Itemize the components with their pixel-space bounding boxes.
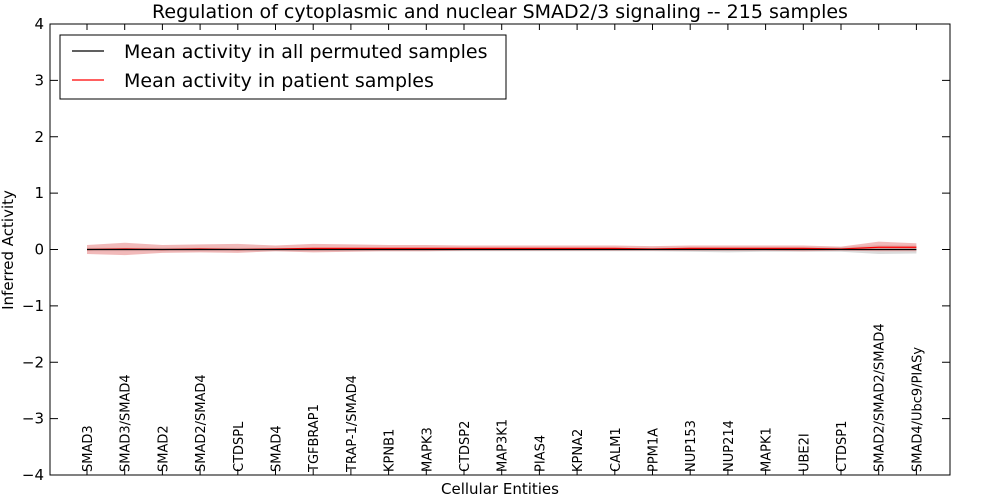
x-category-label: CTDSPL bbox=[232, 421, 247, 472]
legend-label-patient: Mean activity in patient samples bbox=[124, 70, 434, 92]
x-category-label: MAPK1 bbox=[760, 427, 775, 472]
x-category-label: SMAD2 bbox=[156, 425, 171, 472]
x-category-label: PIAS4 bbox=[533, 435, 548, 472]
series-lines bbox=[86, 246, 917, 251]
x-category-label: MAP3K1 bbox=[496, 419, 511, 472]
x-category-label: SMAD4/Ubc9/PIASy bbox=[910, 347, 925, 472]
x-category-label: SMAD2/SMAD2/SMAD4 bbox=[873, 323, 888, 472]
y-tick-label: −2 bbox=[22, 353, 44, 371]
chart-title: Regulation of cytoplasmic and nuclear SM… bbox=[152, 1, 848, 23]
x-category-label: SMAD3/SMAD4 bbox=[119, 374, 134, 472]
y-axis: 4 3 2 1 0 −1 −2 −3 −4 bbox=[22, 15, 950, 484]
x-category-label: TGFBRAP1 bbox=[307, 404, 322, 473]
y-tick-label: 2 bbox=[34, 128, 44, 146]
x-axis-label: Cellular Entities bbox=[441, 480, 559, 498]
x-category-label: KPNA2 bbox=[571, 429, 586, 472]
x-category-label: UBE2I bbox=[797, 433, 812, 472]
x-category-label: CALM1 bbox=[609, 427, 624, 472]
y-axis-label: Inferred Activity bbox=[0, 190, 17, 310]
x-category-label: TRAP-1/SMAD4 bbox=[345, 375, 360, 473]
x-category-label: NUP153 bbox=[684, 420, 699, 472]
legend: Mean activity in all permuted samples Me… bbox=[59, 34, 507, 100]
y-tick-label: 1 bbox=[34, 184, 44, 202]
y-tick-label: −4 bbox=[22, 466, 44, 484]
y-tick-label: −3 bbox=[22, 410, 44, 428]
y-tick-label: −1 bbox=[22, 297, 44, 315]
x-category-label: NUP214 bbox=[722, 420, 737, 472]
x-category-label: MAPK3 bbox=[420, 427, 435, 472]
x-category-label: SMAD3 bbox=[81, 425, 96, 472]
y-tick-label: 0 bbox=[34, 241, 44, 259]
x-category-label: CTDSP1 bbox=[835, 421, 850, 472]
legend-box bbox=[59, 34, 507, 100]
x-axis-categories: SMAD3 SMAD3/SMAD4 SMAD2 SMAD2/SMAD4 CTDSPL SM… bbox=[81, 24, 925, 475]
x-category-label: CTDSP2 bbox=[458, 421, 473, 472]
y-tick-label: 4 bbox=[34, 15, 44, 33]
x-category-label: PPM1A bbox=[647, 428, 662, 472]
x-category-label: SMAD4 bbox=[270, 425, 285, 472]
legend-label-permuted: Mean activity in all permuted samples bbox=[124, 41, 487, 63]
plot-frame bbox=[49, 23, 951, 476]
x-category-label: KPNB1 bbox=[383, 429, 398, 472]
x-category-label: SMAD2/SMAD4 bbox=[194, 374, 209, 472]
y-tick-label: 3 bbox=[34, 71, 44, 89]
